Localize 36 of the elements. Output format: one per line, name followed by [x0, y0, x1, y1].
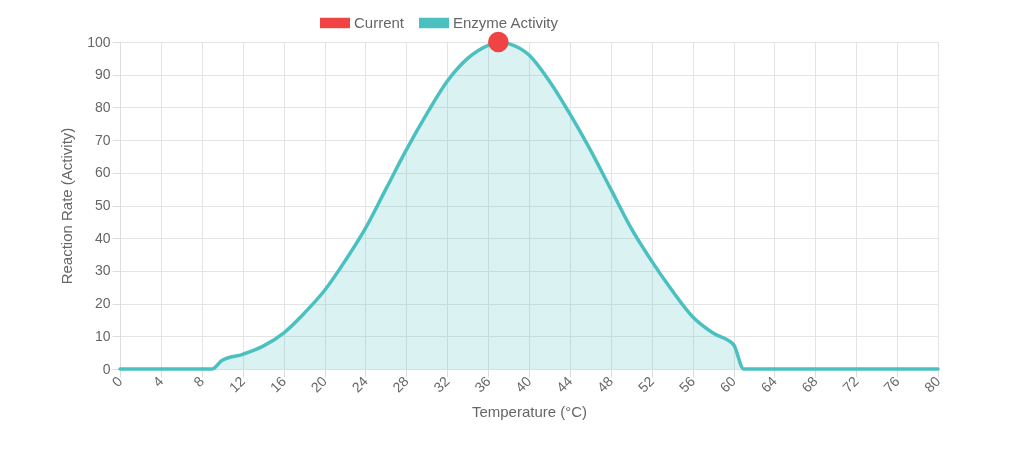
x-tick-label: 12 [225, 372, 249, 396]
x-tick-label: 72 [839, 372, 862, 396]
y-tick-label: 50 [94, 197, 111, 213]
y-tick-label: 80 [94, 98, 111, 115]
x-tick-label: 20 [307, 372, 331, 396]
x-tick-label: 76 [880, 372, 903, 396]
x-tick-label: 64 [757, 372, 780, 396]
x-tick-label: 16 [266, 372, 290, 396]
x-tick-label: 0 [108, 372, 126, 390]
x-tick-label: 8 [190, 372, 208, 390]
y-tick-label: 20 [94, 295, 111, 312]
x-tick-label: 52 [634, 372, 658, 396]
x-tick-label: 80 [921, 372, 944, 396]
legend-label: Enzyme Activity [453, 14, 559, 31]
x-tick-label: 40 [512, 372, 535, 396]
x-tick-label: 36 [471, 372, 494, 396]
y-tick-label: 90 [94, 66, 111, 83]
y-tick-label: 10 [94, 327, 111, 344]
x-tick-label: 4 [149, 372, 167, 390]
x-tick-label: 28 [389, 372, 412, 396]
x-tick-label: 60 [716, 372, 740, 396]
x-axis-title: Temperature (°C) [471, 403, 588, 421]
y-tick-label: 60 [94, 164, 111, 181]
y-tick-label: 70 [94, 131, 111, 148]
x-tick-label: 56 [675, 372, 699, 396]
x-tick-label: 68 [798, 372, 821, 396]
y-tick-label: 100 [87, 33, 111, 50]
x-tick-label: 44 [553, 372, 576, 396]
y-tick-label: 40 [94, 229, 111, 246]
y-axis-title: Reaction Rate (Activity) [58, 127, 76, 285]
x-tick-label: 48 [593, 372, 617, 396]
y-tick-label: 0 [102, 360, 111, 377]
legend-label: Current [354, 14, 405, 31]
y-tick-label: 30 [94, 262, 111, 279]
x-tick-label: 32 [430, 372, 453, 396]
x-tick-label: 24 [348, 372, 371, 396]
